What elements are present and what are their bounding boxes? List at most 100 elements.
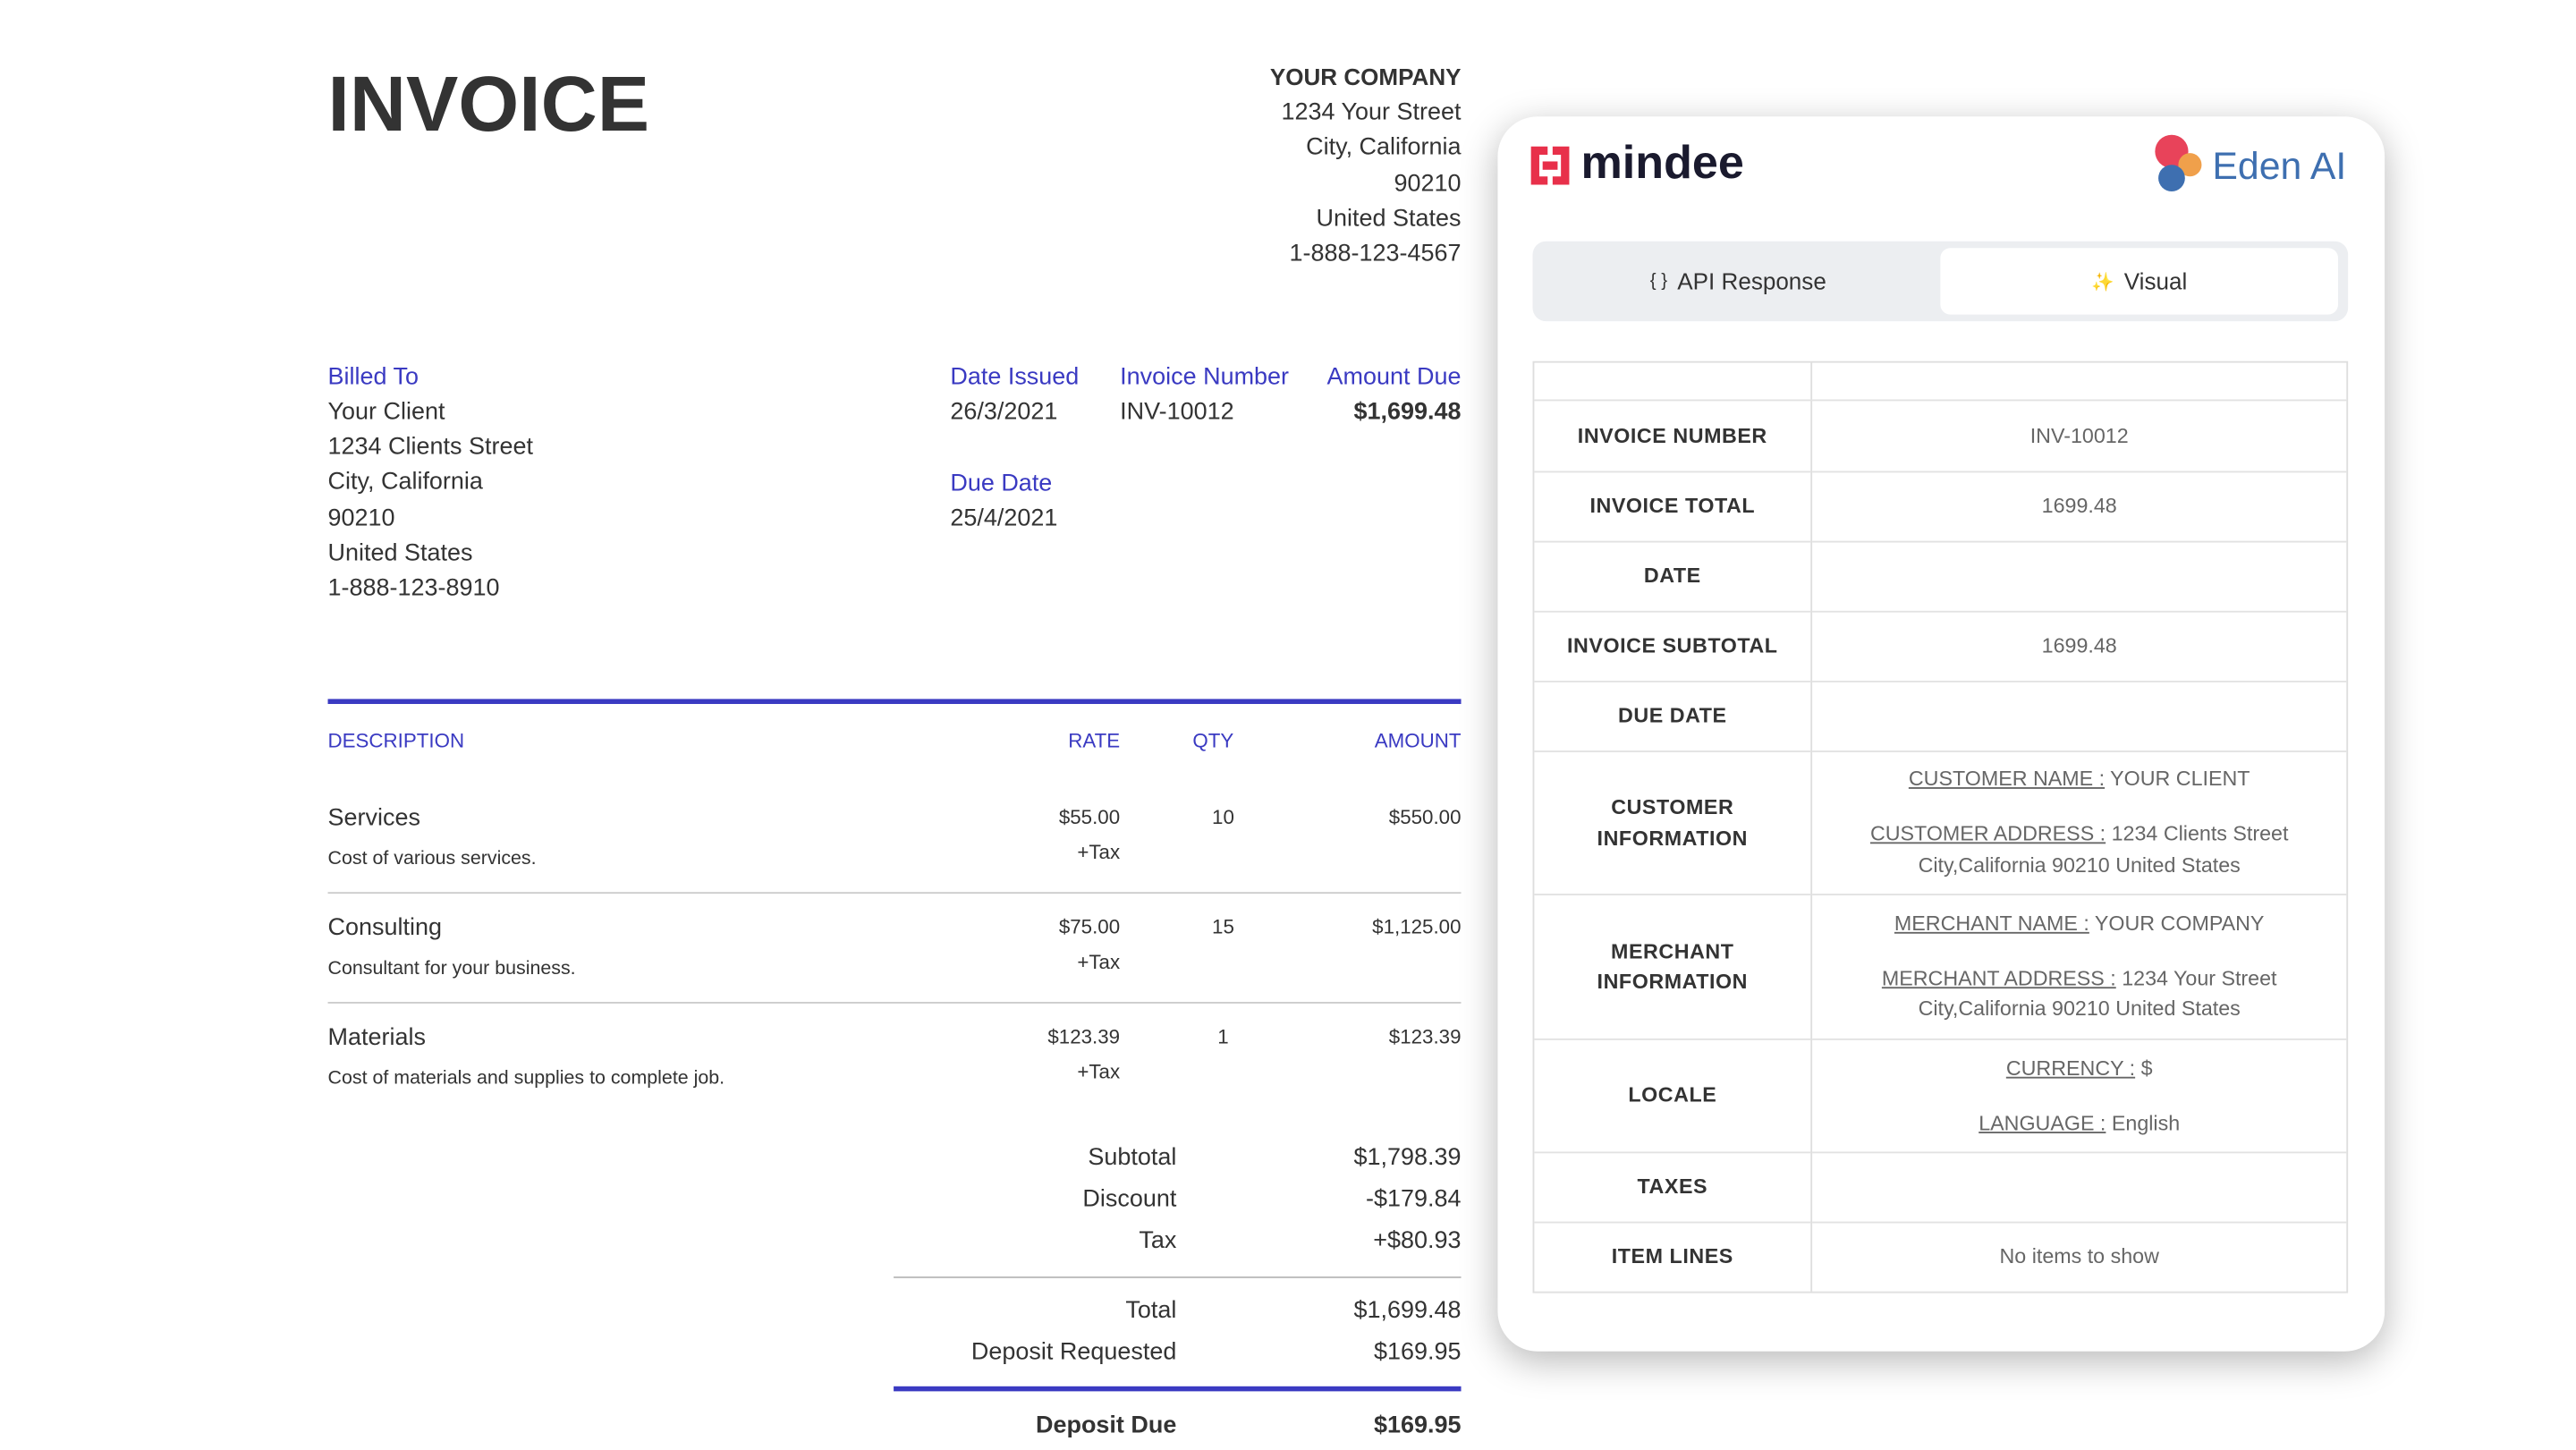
client-line: City, California	[327, 469, 483, 496]
deposit-due-label: Deposit Due	[1035, 1412, 1177, 1439]
column-header: QTY	[1192, 728, 1234, 752]
column-header: AMOUNT	[1374, 728, 1462, 752]
value-text: YOUR COMPANY	[2094, 912, 2265, 936]
summary-value: $1,798.39	[1353, 1144, 1462, 1172]
field-value: MERCHANT NAME : YOUR COMPANY MERCHANT ADD…	[1812, 895, 2347, 1040]
item-qty: 15	[1212, 915, 1234, 939]
summary-label: Tax	[1139, 1227, 1177, 1255]
field-value: 1699.48	[1812, 472, 2347, 543]
mindee-logo: mindee	[1580, 136, 1744, 189]
field-value	[1812, 1153, 2347, 1224]
value-key: MERCHANT NAME :	[1894, 912, 2089, 936]
summary-label: Discount	[1082, 1186, 1177, 1213]
item-name: Services	[327, 805, 420, 832]
divider	[327, 1002, 1462, 1004]
field-label: CUSTOMER INFORMATION	[1534, 752, 1811, 895]
field-value: No items to show	[1812, 1223, 2347, 1293]
header-row	[1534, 363, 2347, 402]
tab[interactable]: ✨ Visual	[1940, 248, 2339, 315]
mindee-icon	[1530, 146, 1570, 185]
client-line: 90210	[327, 505, 395, 532]
summary-label: Subtotal	[1088, 1144, 1177, 1172]
total-label: Deposit Requested	[970, 1339, 1177, 1367]
field-label: MERCHANT INFORMATION	[1534, 895, 1811, 1040]
item-rate: $123.39	[1047, 1025, 1121, 1049]
total-value: $1,699.48	[1353, 1297, 1462, 1325]
item-tax: +Tax	[1077, 840, 1121, 864]
item-rate: $55.00	[1058, 805, 1121, 829]
value-item: MERCHANT NAME : YOUR COMPANY	[1894, 909, 2265, 940]
client-line: United States	[327, 539, 473, 567]
divider	[327, 892, 1462, 895]
company-line: 90210	[1394, 170, 1462, 198]
field-value: 1699.48	[1812, 613, 2347, 683]
item-qty: 10	[1212, 805, 1234, 829]
tab[interactable]: { } API Response	[1539, 248, 1937, 314]
divider	[327, 699, 1462, 704]
billed-to-label: Billed To	[327, 363, 419, 391]
value-key: MERCHANT ADDRESS :	[1881, 966, 2116, 990]
value-text: 1699.48	[2041, 494, 2117, 518]
field-label: DUE DATE	[1534, 683, 1811, 752]
company-line: 1234 Your Street	[1281, 99, 1462, 126]
value-item: LANGUAGE : English	[1979, 1107, 2180, 1139]
amount-due-label: Amount Due	[1326, 363, 1462, 391]
tab-label: API Response	[1677, 267, 1826, 295]
value-key: CUSTOMER ADDRESS :	[1869, 822, 2106, 846]
field-label: LOCALE	[1534, 1040, 1811, 1154]
invoice-number: INV-10012	[1120, 399, 1234, 426]
item-tax: +Tax	[1077, 950, 1121, 974]
value-key: CUSTOMER NAME :	[1908, 767, 2106, 792]
value-text: 1699.48	[2041, 634, 2117, 658]
client-line: 1-888-123-8910	[327, 575, 500, 603]
field-value	[1812, 543, 2347, 613]
field-value: CUSTOMER NAME : YOUR CLIENT CUSTOMER ADDR…	[1812, 752, 2347, 895]
value-key: LANGUAGE :	[1979, 1110, 2106, 1134]
deposit-due: $169.95	[1373, 1412, 1462, 1439]
item-tax: +Tax	[1077, 1060, 1121, 1084]
due-date: 25/4/2021	[950, 505, 1058, 532]
company-line: City, California	[1306, 134, 1462, 162]
invoice-number-label: Invoice Number	[1120, 363, 1290, 391]
field-label: DATE	[1534, 543, 1811, 613]
item-amount: $123.39	[1388, 1025, 1462, 1049]
tab-bar: { } API Response ✨ Visual	[1532, 241, 2349, 322]
column-divider	[1810, 362, 1813, 1292]
tab-icon: { }	[1649, 271, 1668, 292]
value-text: English	[2111, 1110, 2181, 1134]
value-text: 1234 Clients Street City,California 9021…	[1918, 822, 2289, 878]
divider	[894, 1276, 1462, 1278]
summary-value: -$179.84	[1366, 1186, 1462, 1213]
value-item: CUSTOMER ADDRESS : 1234 Clients Street C…	[1845, 819, 2313, 882]
value-text: $	[2140, 1056, 2153, 1080]
field-label: INVOICE TOTAL	[1534, 472, 1811, 543]
value-text: 1234 Your Street City,California 90210 U…	[1918, 966, 2277, 1022]
company-line: 1-888-123-4567	[1289, 241, 1462, 268]
item-description: Consultant for your business.	[327, 959, 576, 979]
value-text: INV-10012	[2029, 423, 2129, 447]
date-issued-label: Date Issued	[950, 363, 1080, 391]
field-value: INV-10012	[1812, 401, 2347, 473]
eden-logo: Eden AI	[2212, 143, 2347, 188]
value-text: YOUR CLIENT	[2110, 767, 2250, 792]
field-label: TAXES	[1534, 1153, 1811, 1224]
client-line: 1234 Clients Street	[327, 434, 533, 462]
item-amount: $550.00	[1388, 805, 1462, 829]
field-label: ITEM LINES	[1534, 1223, 1811, 1293]
tab-icon: ✨	[2091, 272, 2114, 293]
tab-label: Visual	[2123, 267, 2188, 295]
field-label: INVOICE SUBTOTAL	[1534, 613, 1811, 683]
item-description: Cost of various services.	[327, 849, 537, 869]
field-label: INVOICE NUMBER	[1534, 401, 1811, 473]
client-line: Your Client	[327, 399, 445, 426]
item-name: Consulting	[327, 914, 442, 942]
invoice-title: INVOICE	[327, 59, 650, 148]
item-rate: $75.00	[1058, 915, 1121, 939]
due-date-label: Due Date	[950, 471, 1053, 497]
value-key: CURRENCY :	[2005, 1056, 2136, 1080]
amount-due: $1,699.48	[1353, 399, 1462, 426]
summary-value: +$80.93	[1373, 1227, 1462, 1255]
result-panel	[1497, 116, 2385, 1352]
